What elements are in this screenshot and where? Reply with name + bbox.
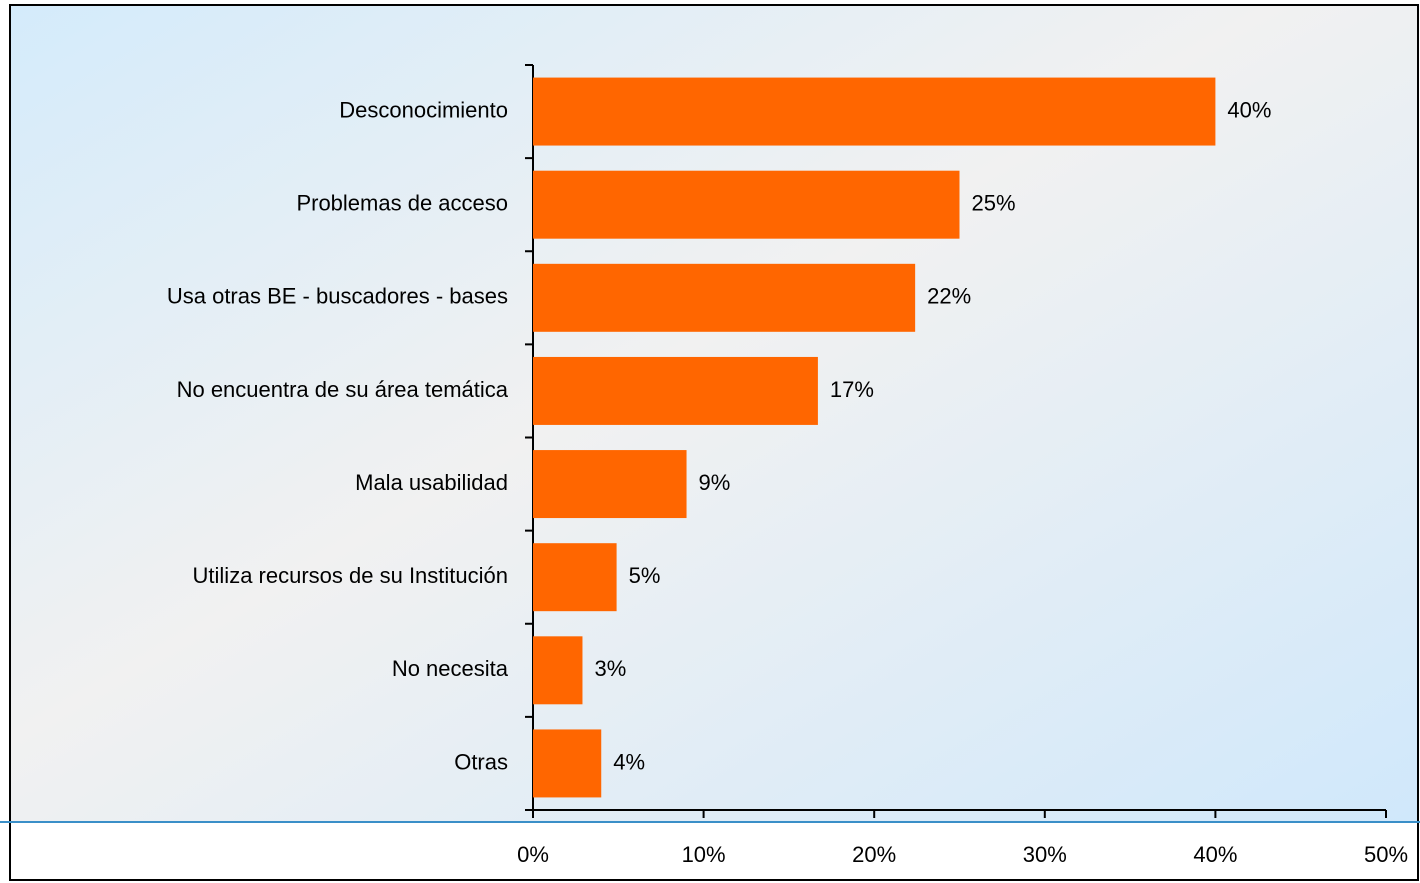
bar [533,729,602,798]
y-tick-label: Usa otras BE - buscadores - bases [167,284,508,309]
x-tick-label: 20% [852,842,896,867]
x-tick-label: 0% [517,842,549,867]
y-tick-label: No necesita [392,656,509,681]
x-tick-label: 30% [1023,842,1067,867]
bar [533,450,687,519]
value-label: 3% [594,656,626,681]
value-label: 25% [972,191,1016,216]
x-tick-label: 50% [1364,842,1408,867]
y-tick-label: Utiliza recursos de su Institución [193,563,508,588]
bar [533,636,583,705]
value-label: 5% [629,563,661,588]
bar [533,356,818,425]
frame [9,4,1419,881]
x-tick-label: 10% [682,842,726,867]
bar [533,543,617,612]
y-tick-label: Otras [454,749,508,774]
value-label: 9% [699,470,731,495]
y-tick-label: Problemas de acceso [296,191,508,216]
bar [533,263,916,332]
value-label: 4% [613,749,645,774]
value-label: 40% [1227,97,1271,122]
y-tick-label: Mala usabilidad [355,470,508,495]
y-tick-label: Desconocimiento [339,97,508,122]
value-label: 17% [830,377,874,402]
bar [533,77,1216,146]
bar [533,170,960,239]
value-label: 22% [927,284,971,309]
y-tick-label: No encuentra de su área temática [177,377,509,402]
x-tick-label: 40% [1193,842,1237,867]
